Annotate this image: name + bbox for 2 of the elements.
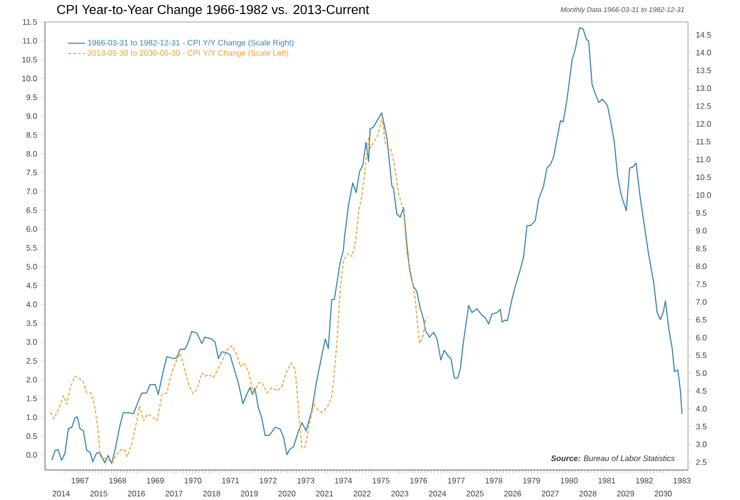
chart-title: CPI Year-to-Year Change 1966-1982 vs. 2013-Current [57, 4, 370, 17]
line-series [51, 27, 683, 464]
